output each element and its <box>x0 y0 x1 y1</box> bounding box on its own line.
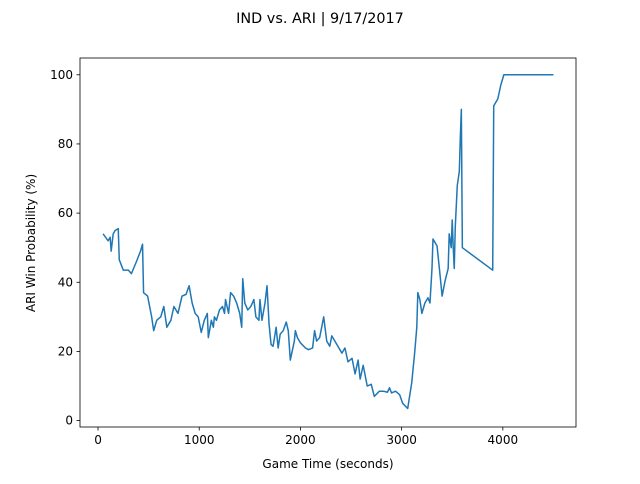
y-tick-label: 80 <box>58 137 73 151</box>
x-axis-label: Game Time (seconds) <box>262 457 393 471</box>
y-tick-label: 40 <box>58 275 73 289</box>
y-tick-label: 100 <box>50 68 73 82</box>
y-tick-label: 20 <box>58 344 73 358</box>
y-tick-label: 0 <box>65 414 73 428</box>
x-tick-label: 4000 <box>488 433 519 447</box>
x-tick-label: 0 <box>94 433 102 447</box>
x-tick-label: 2000 <box>285 433 316 447</box>
x-tick-label: 1000 <box>184 433 215 447</box>
plot-frame <box>79 57 577 428</box>
chart-title: IND vs. ARI | 9/17/2017 <box>236 11 404 27</box>
line-series <box>102 74 554 410</box>
y-tick-label: 60 <box>58 206 73 220</box>
y-axis-label: ARI Win Probability (%) <box>24 174 38 312</box>
x-tick-label: 3000 <box>386 433 417 447</box>
